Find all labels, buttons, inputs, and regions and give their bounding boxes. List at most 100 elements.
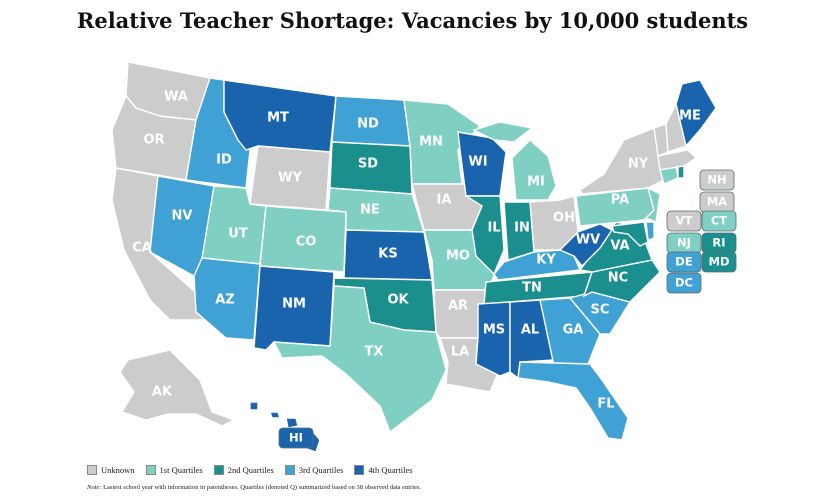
box-md[interactable]: MD: [701, 251, 737, 273]
state-label-in: IN: [514, 221, 530, 236]
state-label-il: IL: [487, 221, 500, 236]
state-label-ks: KS: [378, 247, 397, 262]
state-label-or: OR: [143, 133, 164, 148]
state-label-mn: MN: [419, 135, 443, 150]
state-label-ca: CA: [132, 241, 152, 256]
box-ct-label: CT: [711, 214, 727, 228]
state-label-me: ME: [679, 109, 701, 124]
box-ct-rect: [701, 210, 737, 232]
state-shape-ga[interactable]: [539, 297, 601, 367]
state-label-la: LA: [451, 345, 469, 360]
state-label-wi: WI: [468, 155, 487, 170]
box-de-rect: [666, 251, 702, 273]
state-label-ne: NE: [360, 203, 380, 218]
state-label-ar: AR: [448, 299, 468, 314]
state-label-az: AZ: [215, 293, 235, 308]
state-label-ia: IA: [437, 193, 452, 208]
box-nh-label: NH: [707, 173, 726, 187]
box-de[interactable]: DE: [666, 251, 702, 273]
legend: Unknown 1st Quartiles 2nd Quartiles 3rd …: [87, 465, 413, 475]
state-shape-de[interactable]: [645, 221, 655, 241]
state-label-id: ID: [216, 153, 232, 168]
state-label-wv: WV: [576, 233, 600, 248]
state-label-sd: SD: [358, 157, 378, 172]
state-label-nv: NV: [172, 209, 193, 224]
state-label-ms: MS: [483, 323, 505, 338]
box-dc[interactable]: DC: [666, 272, 702, 294]
box-vt-rect: [666, 210, 702, 232]
legend-label-q1: 1st Quartiles: [159, 465, 203, 475]
state-label-va: VA: [610, 239, 629, 254]
state-label-nd: ND: [357, 117, 379, 132]
map-title: Relative Teacher Shortage: Vacancies by …: [76, 8, 749, 33]
state-shape-mn[interactable]: [403, 99, 482, 185]
state-label-nc: NC: [608, 271, 628, 286]
box-md-label: MD: [709, 255, 730, 269]
box-ma-label: MA: [707, 195, 727, 209]
state-label-wa: WA: [164, 90, 188, 105]
state-shape-nj[interactable]: [644, 186, 661, 223]
state-label-ky: KY: [536, 253, 556, 268]
state-shape-wv[interactable]: [558, 223, 614, 268]
legend-swatch-unknown: [87, 465, 97, 475]
footnote: Note: Lastest school year with informati…: [87, 484, 421, 491]
state-shape-md[interactable]: [611, 221, 649, 247]
state-label-mi: MI: [527, 175, 545, 190]
box-ma[interactable]: MA: [699, 191, 735, 213]
box-nj-label: NJ: [677, 236, 691, 250]
legend-item-q2[interactable]: 2nd Quartiles: [213, 465, 274, 475]
state-label-sc: SC: [591, 303, 610, 318]
state-shape-ms[interactable]: [475, 301, 511, 377]
state-shape-mi[interactable]: [511, 139, 557, 201]
box-md-rect: [701, 251, 737, 273]
box-dc-rect: [666, 272, 702, 294]
box-hi-label: HI: [289, 431, 303, 445]
box-vt[interactable]: VT: [666, 210, 702, 232]
box-vt-label: VT: [676, 214, 693, 228]
box-ct[interactable]: CT: [701, 210, 737, 232]
legend-label-unknown: Unknown: [101, 465, 135, 475]
state-shape-hi-kauai[interactable]: [249, 401, 259, 411]
legend-swatch-q1: [145, 465, 156, 475]
state-shape-hi-oahu[interactable]: [269, 411, 281, 419]
legend-item-q1[interactable]: 1st Quartiles: [145, 465, 203, 475]
legend-swatch-q4: [354, 465, 365, 475]
box-ri[interactable]: RI: [701, 232, 737, 254]
legend-swatch-q2: [213, 465, 224, 475]
state-shape-ma[interactable]: [657, 149, 698, 171]
state-label-ny: NY: [628, 157, 649, 172]
state-shape-mi-up[interactable]: [472, 121, 534, 143]
legend-label-q4: 4th Quartiles: [368, 465, 413, 475]
state-label-wy: WY: [278, 171, 302, 186]
footnote-text: Lastest school year with information in …: [101, 484, 422, 491]
box-dc-label: DC: [675, 276, 693, 290]
state-shape-fl[interactable]: [517, 361, 629, 441]
legend-item-q3[interactable]: 3rd Quartiles: [284, 465, 344, 475]
legend-label-q3: 3rd Quartiles: [298, 465, 344, 475]
box-hi[interactable]: HI: [278, 427, 314, 449]
state-shape-ri[interactable]: [677, 165, 685, 179]
state-label-al: AL: [521, 323, 539, 338]
box-nh[interactable]: NH: [699, 169, 735, 191]
box-hi-rect: [278, 427, 314, 449]
legend-item-q4[interactable]: 4th Quartiles: [354, 465, 413, 475]
state-label-mo: MO: [446, 249, 470, 264]
state-label-nm: NM: [282, 297, 306, 312]
state-label-ga: GA: [563, 323, 584, 338]
legend-swatch-q3: [284, 465, 295, 475]
state-label-tx: TX: [365, 345, 384, 360]
state-label-ak: AK: [152, 385, 173, 400]
state-shape-tx[interactable]: [272, 285, 447, 434]
legend-label-q2: 2nd Quartiles: [227, 465, 274, 475]
box-nj[interactable]: NJ: [666, 232, 702, 254]
legend-item-unknown[interactable]: Unknown: [87, 465, 135, 475]
state-shape-ak[interactable]: [119, 349, 236, 427]
footnote-prefix: Note:: [87, 484, 102, 491]
state-shape-me[interactable]: [675, 79, 717, 148]
state-label-pa: PA: [611, 193, 629, 208]
state-label-tn: TN: [522, 281, 542, 296]
state-shape-hi-maui[interactable]: [285, 417, 299, 429]
state-shape-il[interactable]: [463, 195, 505, 276]
state-label-mt: MT: [267, 111, 289, 126]
